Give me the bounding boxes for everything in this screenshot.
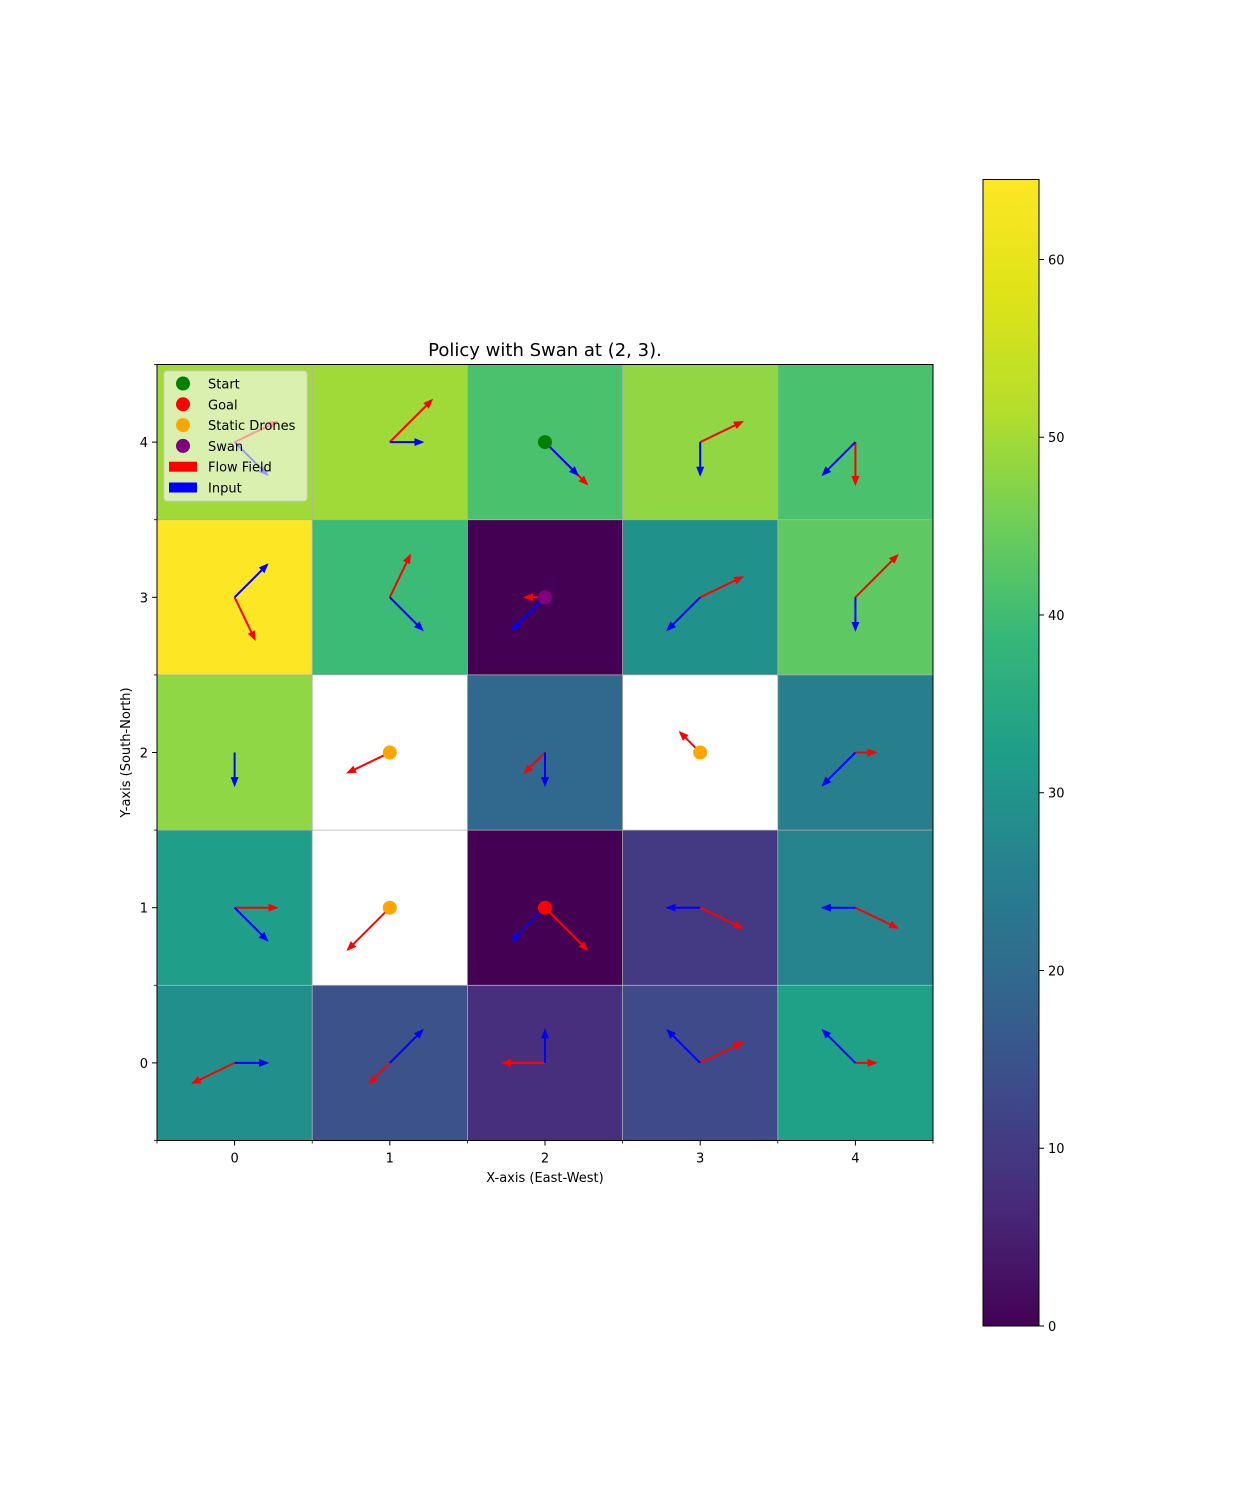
flow-arrow-2-1 [544, 906, 589, 952]
legend: Start Goal Static Drones Swan Flow Field Inpu… [163, 370, 308, 502]
colorbar-tick-label: 20 [1048, 964, 1065, 979]
legend-label-1: Goal [208, 398, 238, 413]
colorbar-tick-label: 40 [1048, 609, 1065, 624]
colorbar [982, 179, 1040, 1327]
input-arrow-1-3 [389, 596, 424, 632]
colorbar-tick-label: 0 [1048, 1320, 1056, 1335]
flow-arrow-1-0 [368, 1062, 391, 1085]
input-arrow-2-3 [510, 596, 546, 632]
colorbar-tick-label: 50 [1048, 431, 1065, 446]
markers [382, 435, 708, 915]
legend-marker-1 [176, 397, 190, 412]
legend-swatch-4 [169, 461, 197, 472]
flow-arrow-1-2 [346, 751, 391, 774]
colorbar-tick-label: 30 [1048, 787, 1065, 802]
start-point [538, 435, 552, 450]
legend-label-5: Input [208, 482, 242, 497]
input-arrow-1-0 [389, 1028, 424, 1064]
cell-grid [157, 364, 933, 1141]
flow-arrow-3-3 [699, 576, 744, 599]
input-arrow-3-3 [666, 596, 701, 632]
flow-arrow-1-4 [389, 398, 434, 443]
x-tick-label: 1 [386, 1152, 394, 1167]
flow-arrow-1-1 [346, 906, 391, 952]
flow-arrow-3-4 [699, 421, 744, 444]
x-axis-ticks: 0 1 2 3 4 [156, 1140, 934, 1167]
legend-marker-0 [176, 376, 190, 391]
colorbar-tick-label: 10 [1048, 1142, 1065, 1157]
x-tick-label: 4 [851, 1152, 859, 1167]
static-drone-point-0 [382, 745, 397, 760]
legend-marker-2 [176, 418, 190, 433]
x-tick-label: 0 [230, 1152, 238, 1167]
flow-arrow-3-0 [699, 1041, 744, 1064]
static-drone-point-1 [693, 745, 708, 760]
colorbar-ticks: 0 10 20 30 40 50 60 [1039, 253, 1065, 1335]
flow-arrow-0-0 [190, 1061, 236, 1084]
legend-label-4: Flow Field [208, 461, 272, 476]
input-arrow-4-0 [821, 1028, 857, 1064]
legend-box [163, 370, 308, 502]
colorbar-tick-label: 60 [1048, 253, 1065, 268]
flow-arrow-3-1 [699, 906, 744, 929]
chart-title: Policy with Swan at (2, 3). [428, 340, 662, 361]
input-arrow-2-1 [510, 906, 546, 942]
input-arrows [230, 438, 860, 1067]
x-axis-label: X-axis (East-West) [486, 1171, 603, 1186]
flow-arrow-4-3 [854, 553, 899, 599]
input-arrow-0-1 [233, 906, 269, 942]
y-tick-label: 1 [140, 902, 148, 917]
flow-arrow-4-1 [854, 906, 900, 929]
y-tick-label: 0 [140, 1057, 148, 1072]
flow-arrow-2-2 [523, 751, 546, 775]
swan-point [538, 590, 552, 605]
y-axis-ticks: 0 1 2 3 4 [140, 364, 157, 1141]
legend-label-2: Static Drones [208, 419, 296, 434]
input-arrow-0-3 [233, 563, 269, 599]
y-tick-label: 3 [140, 591, 148, 606]
static-drone-point-2 [382, 900, 397, 915]
input-arrow-4-4 [821, 441, 857, 477]
x-tick-label: 3 [696, 1152, 704, 1167]
y-tick-label: 4 [140, 436, 148, 451]
flow-arrow-0-3 [233, 596, 256, 642]
flow-arrow-1-3 [388, 553, 411, 598]
input-arrow-4-2 [821, 751, 857, 787]
goal-point [538, 900, 552, 915]
legend-marker-3 [176, 438, 190, 453]
x-tick-label: 2 [541, 1152, 549, 1167]
legend-label-3: Swan [208, 440, 243, 455]
y-axis-label: Y-axis (South-North) [119, 687, 134, 818]
legend-label-0: Start [208, 378, 240, 393]
y-tick-label: 2 [140, 747, 148, 762]
input-arrow-3-0 [666, 1028, 701, 1064]
input-arrow-2-4 [544, 441, 580, 477]
legend-swatch-5 [169, 482, 197, 493]
